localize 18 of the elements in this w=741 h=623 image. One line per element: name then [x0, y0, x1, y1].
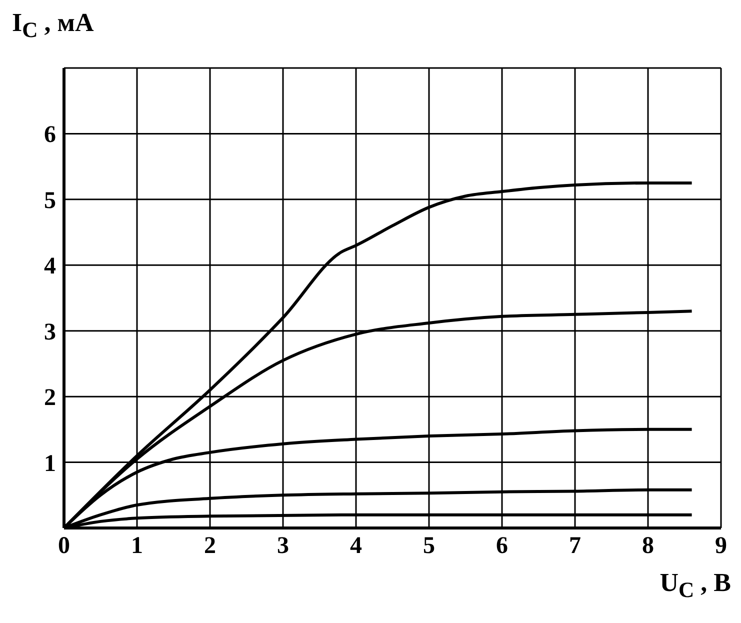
x-tick-label: 7 [569, 533, 581, 560]
x-tick-label: 0 [58, 533, 70, 560]
x-axis-title: U$_{C}$ , В [660, 568, 731, 604]
y-tick-label: 5 [44, 188, 56, 214]
y-tick-label: 6 [44, 122, 56, 148]
x-tick-label: 1 [131, 533, 143, 560]
x-tick-label: 5 [423, 533, 435, 560]
y-tick-label: 1 [44, 450, 56, 477]
x-tick-label: 9 [715, 533, 727, 560]
y-axis-title: I$_{C}$ , мА [12, 8, 94, 44]
y-tick-label: 2 [44, 385, 56, 412]
x-tick-label: 8 [642, 533, 654, 560]
x-tick-label: 2 [204, 533, 216, 560]
y-tick-label: 3 [44, 319, 56, 346]
x-tick-label: 3 [277, 533, 289, 560]
x-tick-label: 4 [350, 533, 362, 560]
y-tick-label: 4 [44, 254, 56, 280]
x-tick-label: 6 [496, 533, 508, 560]
